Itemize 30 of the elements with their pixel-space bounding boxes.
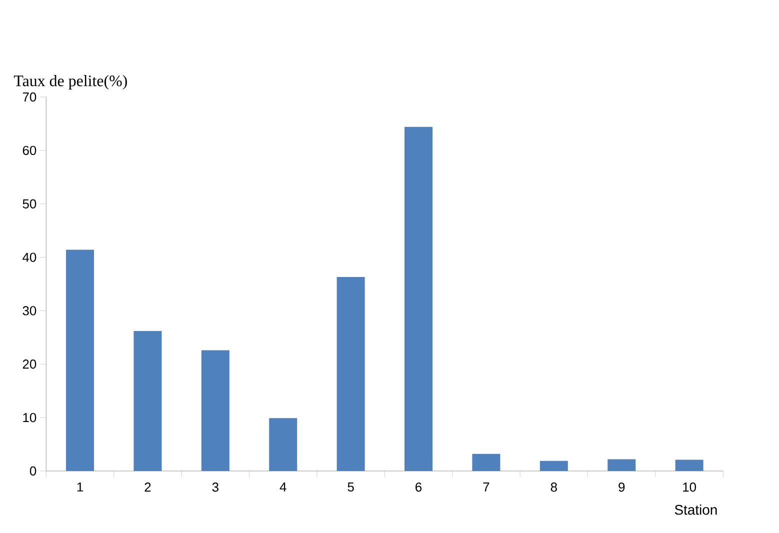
y-tick-label: 30 [22, 306, 36, 316]
x-tick-label: 1 [77, 482, 83, 492]
x-tick-label: 6 [416, 482, 422, 492]
y-tick-label: 20 [22, 360, 36, 369]
x-tick-label: 7 [483, 482, 490, 492]
x-tick-label: 2 [144, 482, 151, 492]
y-tick-label: 70 [22, 92, 36, 102]
x-tick-label: 10 [683, 482, 696, 492]
bar [608, 459, 636, 471]
y-tick-label: 50 [22, 199, 36, 208]
x-tick-label: 9 [618, 482, 625, 492]
bar [404, 126, 433, 471]
y-tick-label: 40 [22, 252, 36, 262]
y-tick-label: 0 [30, 466, 36, 476]
x-tick-label: 8 [550, 482, 557, 492]
bar [675, 460, 704, 471]
bar [201, 350, 230, 471]
y-tick-label: 10 [23, 412, 36, 422]
bar [540, 460, 568, 471]
x-tick-label: 4 [280, 482, 286, 492]
bar [134, 331, 162, 471]
bar [336, 277, 365, 471]
x-tick-label: 5 [348, 482, 354, 492]
bar [66, 250, 94, 471]
x-axis-title: Station [674, 504, 717, 515]
y-tick-label: 60 [22, 146, 36, 156]
x-tick-label: 3 [212, 482, 218, 492]
bar [472, 454, 500, 471]
y-axis-title: Taux de pelite(%) [14, 75, 127, 90]
bar [269, 418, 298, 471]
